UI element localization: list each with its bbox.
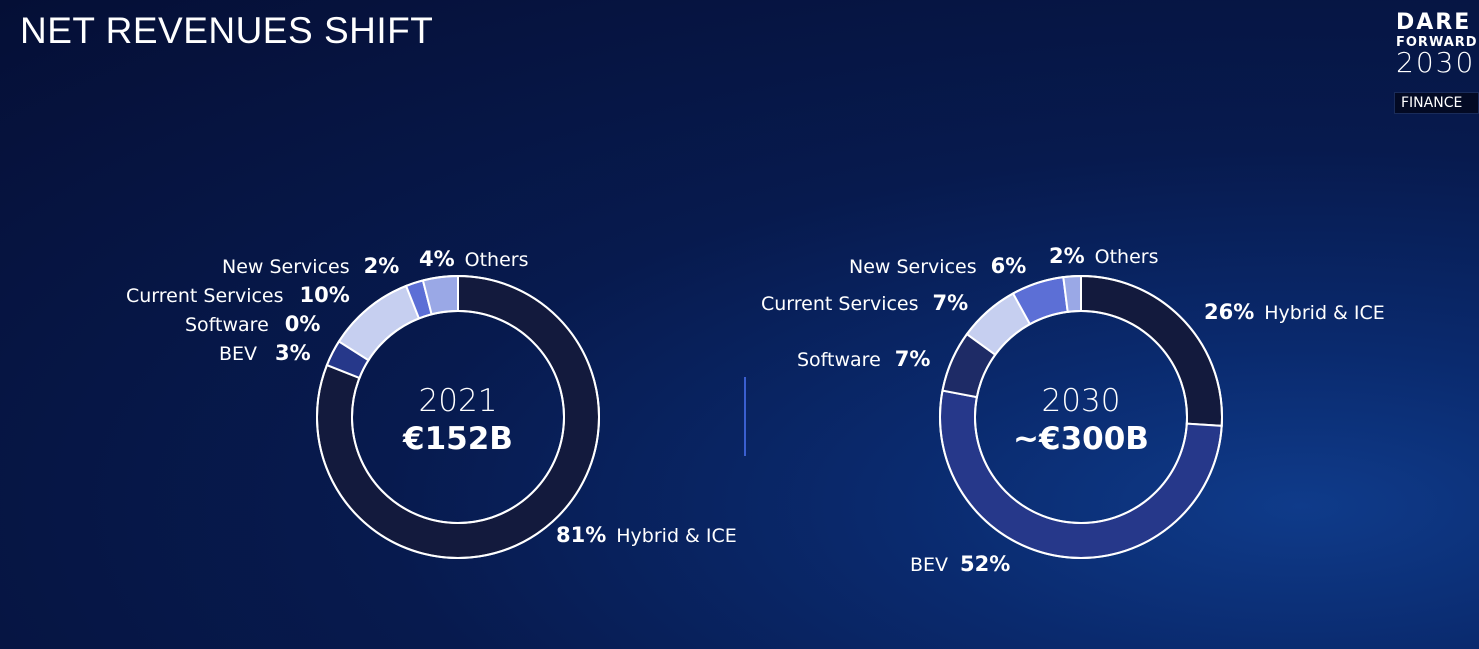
outer-ring bbox=[939, 275, 1223, 559]
inner-ring bbox=[974, 310, 1188, 524]
label-hybrid-and-ice: 81% Hybrid & ICE bbox=[556, 523, 737, 547]
label-bev: BEV 3% bbox=[219, 341, 311, 365]
brand-logo: DARE FORWARD 2030 bbox=[1396, 12, 1479, 112]
donut-chart-2030: 2030~€300B 26% Hybrid & ICE BEV 52% Software 7… bbox=[761, 244, 1385, 576]
page-title: NET REVENUES SHIFT bbox=[20, 10, 434, 51]
label-current-services: Current Services 10% bbox=[126, 283, 350, 307]
center-year-label: 2021 bbox=[419, 383, 498, 419]
center-total-label: ~€300B bbox=[1013, 421, 1149, 457]
label-new-services: New Services 2% bbox=[222, 254, 399, 278]
label-bev: BEV 52% bbox=[910, 552, 1010, 576]
label-others: 2% Others bbox=[1049, 244, 1159, 268]
donut-chart-2021: 2021€152B 81% Hybrid & ICE BEV 3% Software 0% C… bbox=[126, 247, 737, 559]
label-hybrid-and-ice: 26% Hybrid & ICE bbox=[1204, 300, 1385, 324]
logo-line-3: 2030 bbox=[1396, 46, 1476, 79]
logo-line-2: FORWARD bbox=[1396, 35, 1478, 50]
chart-divider bbox=[744, 377, 746, 456]
center-year-label: 2030 bbox=[1042, 383, 1121, 419]
inner-ring bbox=[351, 310, 565, 524]
label-current-services: Current Services 7% bbox=[761, 291, 968, 315]
outer-ring bbox=[316, 275, 600, 559]
center-total-label: €152B bbox=[402, 421, 513, 457]
label-software: Software 7% bbox=[797, 347, 930, 371]
label-new-services: New Services 6% bbox=[849, 254, 1026, 278]
label-others: 4% Others bbox=[419, 247, 529, 271]
section-badge: FINANCE bbox=[1394, 92, 1479, 114]
label-software: Software 0% bbox=[185, 312, 320, 336]
logo-line-1: DARE bbox=[1396, 10, 1472, 35]
